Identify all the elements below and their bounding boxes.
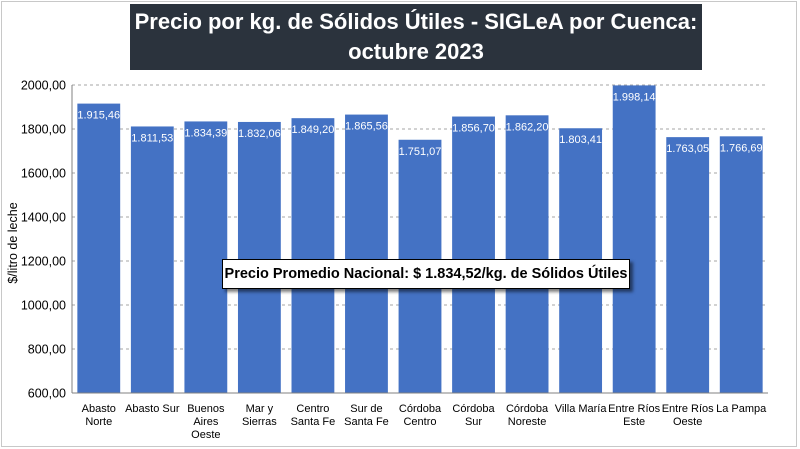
y-tick-label: 1400,00	[21, 211, 66, 225]
bar-value-label: 1.849,20	[292, 124, 335, 136]
x-tick-label: Este	[623, 416, 645, 428]
x-tick-label: Oeste	[191, 429, 220, 441]
bar	[77, 103, 121, 393]
y-tick-label: 2000,00	[21, 79, 66, 93]
bar-value-label: 1.862,20	[506, 121, 549, 133]
bar	[666, 137, 710, 393]
x-tick-label: Santa Fe	[291, 416, 336, 428]
bar	[130, 126, 174, 393]
x-tick-label: Centro	[403, 416, 436, 428]
x-tick-label: Mar y	[246, 403, 274, 415]
bar	[505, 115, 549, 393]
x-tick-label: La Pampa	[716, 403, 767, 415]
x-tick-label: Sur de	[350, 403, 382, 415]
bar-value-label: 1.915,46	[77, 110, 120, 122]
chart-title-line1: Precio por kg. de Sólidos Útiles - SIGLe…	[134, 9, 698, 34]
average-price-callout: Precio Promedio Nacional: $ 1.834,52/kg.…	[222, 259, 630, 289]
axes	[71, 85, 768, 394]
x-tick-label: Abasto	[82, 403, 116, 415]
y-tick-label: 1000,00	[21, 299, 66, 313]
x-tick-label: Sur	[465, 416, 482, 428]
x-tick-label: Norte	[85, 416, 112, 428]
bar-value-label: 1.998,14	[613, 91, 656, 103]
x-tick-label: Centro	[296, 403, 329, 415]
y-axis-label: $/litro de leche	[6, 202, 20, 283]
bar-value-label: 1.811,53	[131, 132, 173, 144]
labels: 600,00 800,00 1000,00 1200,00 1400,00 1600,00…	[6, 79, 767, 442]
x-tick-label: Abasto Sur	[125, 403, 180, 415]
x-tick-label: Sierras	[242, 416, 277, 428]
bar-value-label: 1.832,06	[238, 128, 281, 140]
y-tick-label: 800,00	[28, 343, 66, 357]
x-tick-label: Buenos	[187, 403, 225, 415]
bar-value-label: 1.865,56	[345, 121, 388, 133]
bar-value-label: 1.856,70	[452, 123, 495, 135]
bar	[237, 121, 281, 393]
bar	[345, 114, 388, 394]
chart-title-line2: octubre 2023	[348, 39, 484, 64]
x-tick-label: Santa Fe	[344, 416, 389, 428]
x-tick-label: Córdoba	[399, 403, 442, 415]
chart-title: Precio por kg. de Sólidos Útiles - SIGLe…	[130, 4, 702, 70]
bar	[612, 85, 656, 393]
x-tick-label: Entre Ríos	[662, 403, 714, 415]
bar-value-label: 1.751,07	[399, 146, 442, 158]
bars	[77, 85, 763, 394]
x-tick-label: Villa María	[555, 403, 608, 415]
x-tick-label: Oeste	[673, 416, 702, 428]
bar	[452, 116, 495, 393]
bar-value-label: 1.834,39	[184, 127, 227, 139]
bar	[719, 136, 763, 394]
y-tick-label: 1200,00	[21, 255, 66, 269]
y-tick-label: 1600,00	[21, 167, 66, 181]
x-tick-label: Aires	[193, 416, 219, 428]
x-tick-label: Córdoba	[452, 403, 495, 415]
x-tick-label: Entre Ríos	[608, 403, 660, 415]
bar-value-label: 1.803,41	[559, 134, 602, 146]
x-tick-label: Noreste	[508, 416, 547, 428]
bar-value-label: 1.766,69	[720, 142, 763, 154]
bar-value-label: 1.763,05	[666, 143, 709, 155]
bar	[291, 118, 335, 394]
x-tick-label: Córdoba	[506, 403, 549, 415]
y-tick-label: 1800,00	[21, 123, 66, 137]
bar	[184, 121, 228, 393]
y-tick-label: 600,00	[28, 387, 66, 401]
